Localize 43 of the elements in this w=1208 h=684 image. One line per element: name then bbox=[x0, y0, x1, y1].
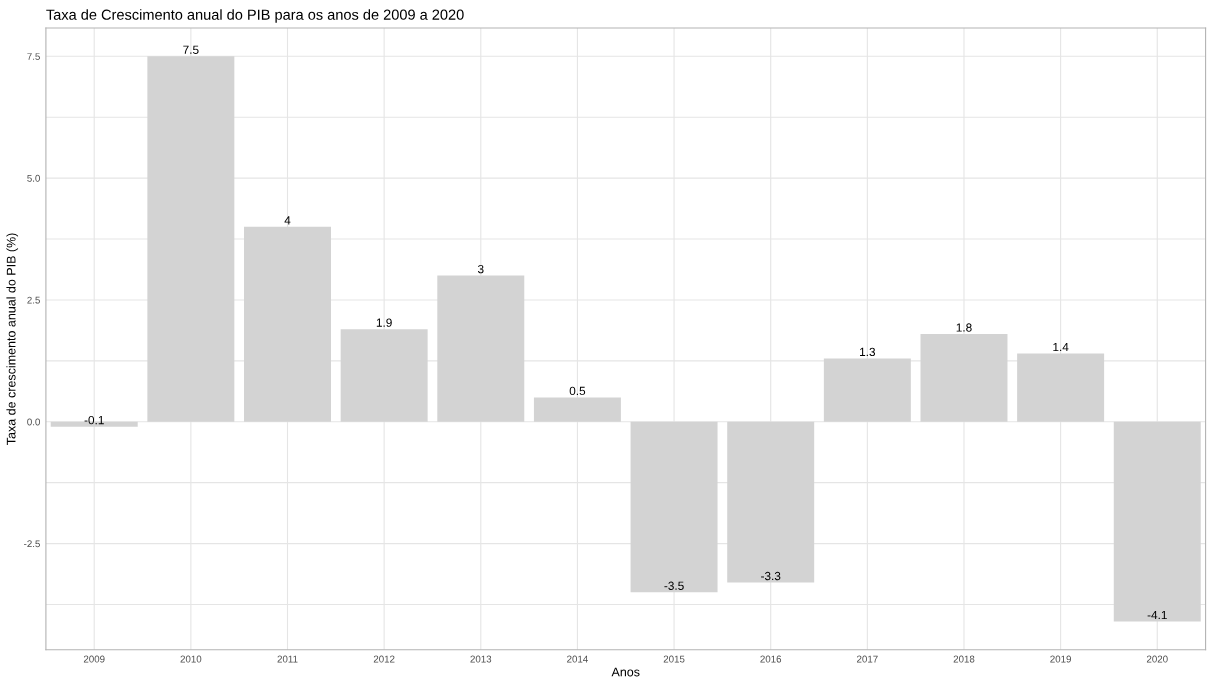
bar bbox=[437, 275, 525, 422]
bar bbox=[727, 421, 815, 583]
x-tick-label: 2013 bbox=[470, 655, 492, 663]
chart-title: Taxa de Crescimento anual do PIB para os anos de 2009 a 2020 bbox=[46, 9, 464, 23]
bar bbox=[1113, 421, 1201, 622]
data-label: 1.9 bbox=[376, 318, 392, 327]
y-axis-title: Taxa de crescimento anual do PIB (%) bbox=[6, 233, 19, 445]
x-tick-label: 2017 bbox=[857, 655, 878, 663]
bar bbox=[533, 397, 621, 422]
x-tick-label: 2012 bbox=[373, 655, 395, 663]
text: 2.5 bbox=[27, 296, 40, 304]
x-tick-label: 2010 bbox=[180, 655, 202, 663]
x-tick-label: 2014 bbox=[567, 655, 588, 663]
data-label: 3 bbox=[477, 264, 484, 274]
data-label: 1.4 bbox=[1053, 342, 1069, 352]
text: -2.5 bbox=[24, 540, 40, 548]
data-label: -3.3 bbox=[761, 571, 781, 581]
x-tick-label: 2018 bbox=[953, 655, 975, 663]
bar bbox=[823, 358, 911, 422]
x-tick-label: 2019 bbox=[1050, 655, 1071, 663]
text: 0.0 bbox=[27, 418, 40, 426]
bar bbox=[920, 334, 1008, 422]
x-tick-label: 2009 bbox=[83, 655, 105, 663]
text: 7.5 bbox=[27, 53, 40, 60]
data-label: -0.1 bbox=[84, 415, 104, 425]
bar bbox=[340, 329, 428, 422]
data-label: 4 bbox=[284, 216, 291, 225]
bar bbox=[147, 56, 235, 422]
x-tick-label: 2020 bbox=[1146, 655, 1168, 663]
data-label: 1.3 bbox=[860, 347, 876, 357]
x-tick-label: 2016 bbox=[760, 655, 782, 663]
x-axis-title: Anos bbox=[611, 667, 640, 677]
data-label: 0.5 bbox=[569, 386, 586, 396]
bar bbox=[630, 421, 718, 593]
data-label: 1.8 bbox=[956, 323, 972, 332]
bar bbox=[1017, 353, 1105, 422]
x-tick-label: 2011 bbox=[277, 655, 298, 663]
bar bbox=[244, 226, 331, 422]
data-label: -3.5 bbox=[664, 581, 684, 590]
x-tick-label: 2015 bbox=[663, 655, 685, 663]
data-label: 7.5 bbox=[183, 45, 199, 54]
data-label: -4.1 bbox=[1147, 610, 1167, 620]
text: 5.0 bbox=[27, 174, 40, 182]
